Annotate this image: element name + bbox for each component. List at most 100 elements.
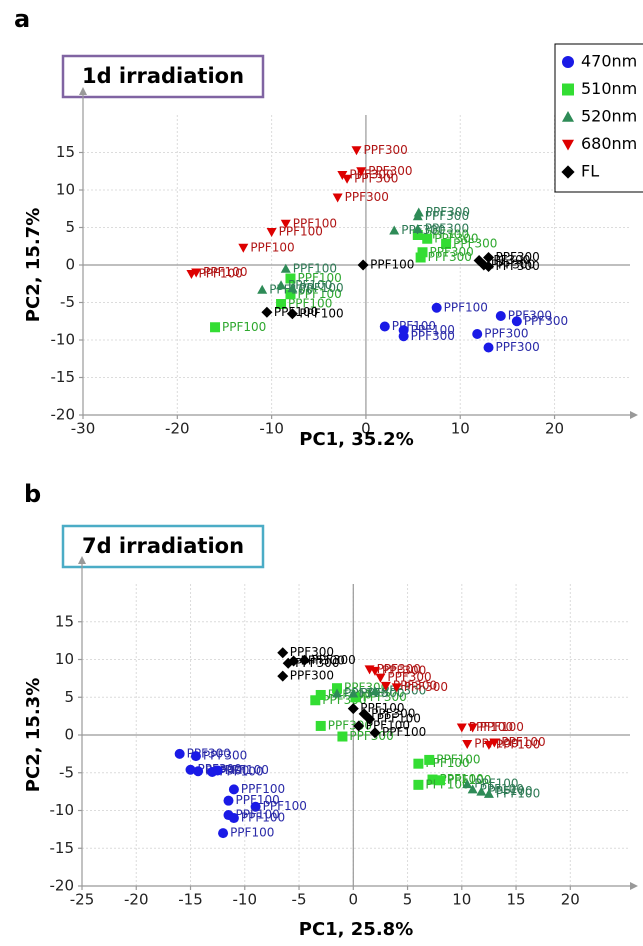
x-axis-label: PC1, 35.2%: [299, 429, 413, 450]
legend-marker: [562, 83, 574, 96]
point-label: PPF300: [425, 209, 469, 223]
point: [353, 720, 365, 732]
point: [413, 758, 424, 769]
y-tick-label: 15: [55, 612, 74, 630]
y-tick-label: -5: [60, 293, 75, 311]
legend-label: 470nm: [581, 52, 637, 71]
point: [337, 731, 348, 742]
point: [356, 167, 367, 177]
y-axis-label: PC2, 15.7%: [23, 208, 44, 322]
point-label: PPF100: [222, 320, 266, 334]
point: [218, 828, 229, 839]
point: [462, 740, 473, 750]
point-label: PPF300: [430, 245, 474, 259]
x-axis-arrow: [630, 882, 638, 890]
legend-marker: [562, 139, 574, 151]
chart-title: 7d irradiation: [82, 534, 244, 558]
point-label: PPF100: [377, 712, 421, 726]
x-tick-label: -10: [233, 891, 258, 909]
point: [190, 751, 201, 762]
legend-label: FL: [581, 162, 599, 181]
point-label: PPF300: [311, 653, 355, 667]
y-tick-label: -5: [59, 763, 74, 781]
point: [276, 299, 287, 309]
point-label: PPF100: [293, 261, 337, 275]
point: [185, 764, 196, 775]
point-label: PPF300: [426, 205, 470, 219]
point: [424, 754, 435, 765]
legend-marker: [562, 56, 574, 68]
y-tick-label: -20: [50, 877, 75, 895]
point: [379, 321, 390, 332]
x-tick-label: 10: [452, 891, 471, 909]
point: [298, 654, 310, 666]
x-tick-label: -15: [178, 891, 203, 909]
point: [380, 681, 391, 691]
title-box: [61, 524, 265, 569]
y-tick-label: 10: [56, 181, 75, 199]
point-label: PPF100: [370, 258, 414, 272]
legend-marker: [562, 111, 574, 122]
point: [357, 259, 369, 271]
y-tick-label: 10: [55, 650, 74, 668]
point: [435, 775, 446, 786]
point-label: PPF300: [496, 250, 540, 264]
point: [174, 748, 185, 759]
point: [358, 708, 370, 720]
x-tick-label: -25: [70, 891, 95, 909]
point: [489, 738, 500, 748]
point-label: PPF100: [274, 305, 318, 319]
point: [261, 306, 273, 318]
point-label: PPF300: [364, 143, 408, 157]
point: [282, 657, 294, 669]
point-label: PPF300: [301, 654, 345, 668]
point: [342, 174, 353, 184]
point: [431, 302, 442, 313]
point: [369, 727, 381, 739]
point: [286, 308, 298, 320]
y-tick-label: -15: [51, 368, 76, 386]
point-label: PPF100: [279, 225, 323, 239]
y-tick-label: 5: [64, 688, 74, 706]
y-tick-label: 0: [64, 726, 74, 744]
point-label: PPF100: [382, 725, 426, 739]
point-label: PPF300: [382, 684, 426, 698]
point: [472, 329, 483, 339]
y-axis-label: PC2, 15.3%: [23, 678, 44, 792]
point: [332, 688, 343, 698]
point: [417, 247, 428, 258]
point: [476, 786, 487, 796]
point-label: PPF100: [250, 240, 294, 254]
legend-label: 520nm: [581, 107, 637, 126]
point: [191, 268, 202, 278]
point-label: PPF100: [480, 720, 524, 734]
y-tick-label: -15: [50, 839, 75, 857]
y-tick-label: 0: [65, 256, 75, 274]
point: [212, 765, 223, 776]
point: [315, 720, 326, 731]
point: [351, 146, 362, 156]
point-label: PPF100: [263, 799, 307, 813]
point-label: PPF300: [345, 190, 389, 204]
point-label: PPF100: [440, 772, 484, 786]
y-axis-arrow: [78, 556, 86, 564]
point-label: PPF100: [297, 287, 341, 301]
point: [412, 224, 423, 233]
point: [483, 252, 495, 263]
x-axis-arrow: [630, 411, 638, 419]
point: [250, 801, 261, 812]
point-label: PPF100: [288, 278, 332, 292]
point: [280, 263, 291, 273]
point-label: PPF100: [488, 784, 532, 798]
point-label: PPF100: [496, 786, 540, 800]
point-label: PPF300: [349, 729, 393, 743]
point-label: PPF100: [436, 752, 480, 766]
point-label: PPF300: [453, 237, 497, 251]
point: [315, 689, 326, 700]
y-tick-label: -10: [51, 331, 76, 349]
x-axis-label: PC1, 25.8%: [299, 919, 413, 940]
point-label: PPF300: [404, 680, 448, 694]
point-label: PPF100: [203, 265, 247, 279]
point: [467, 723, 478, 733]
point-label: PPF300: [393, 678, 437, 692]
